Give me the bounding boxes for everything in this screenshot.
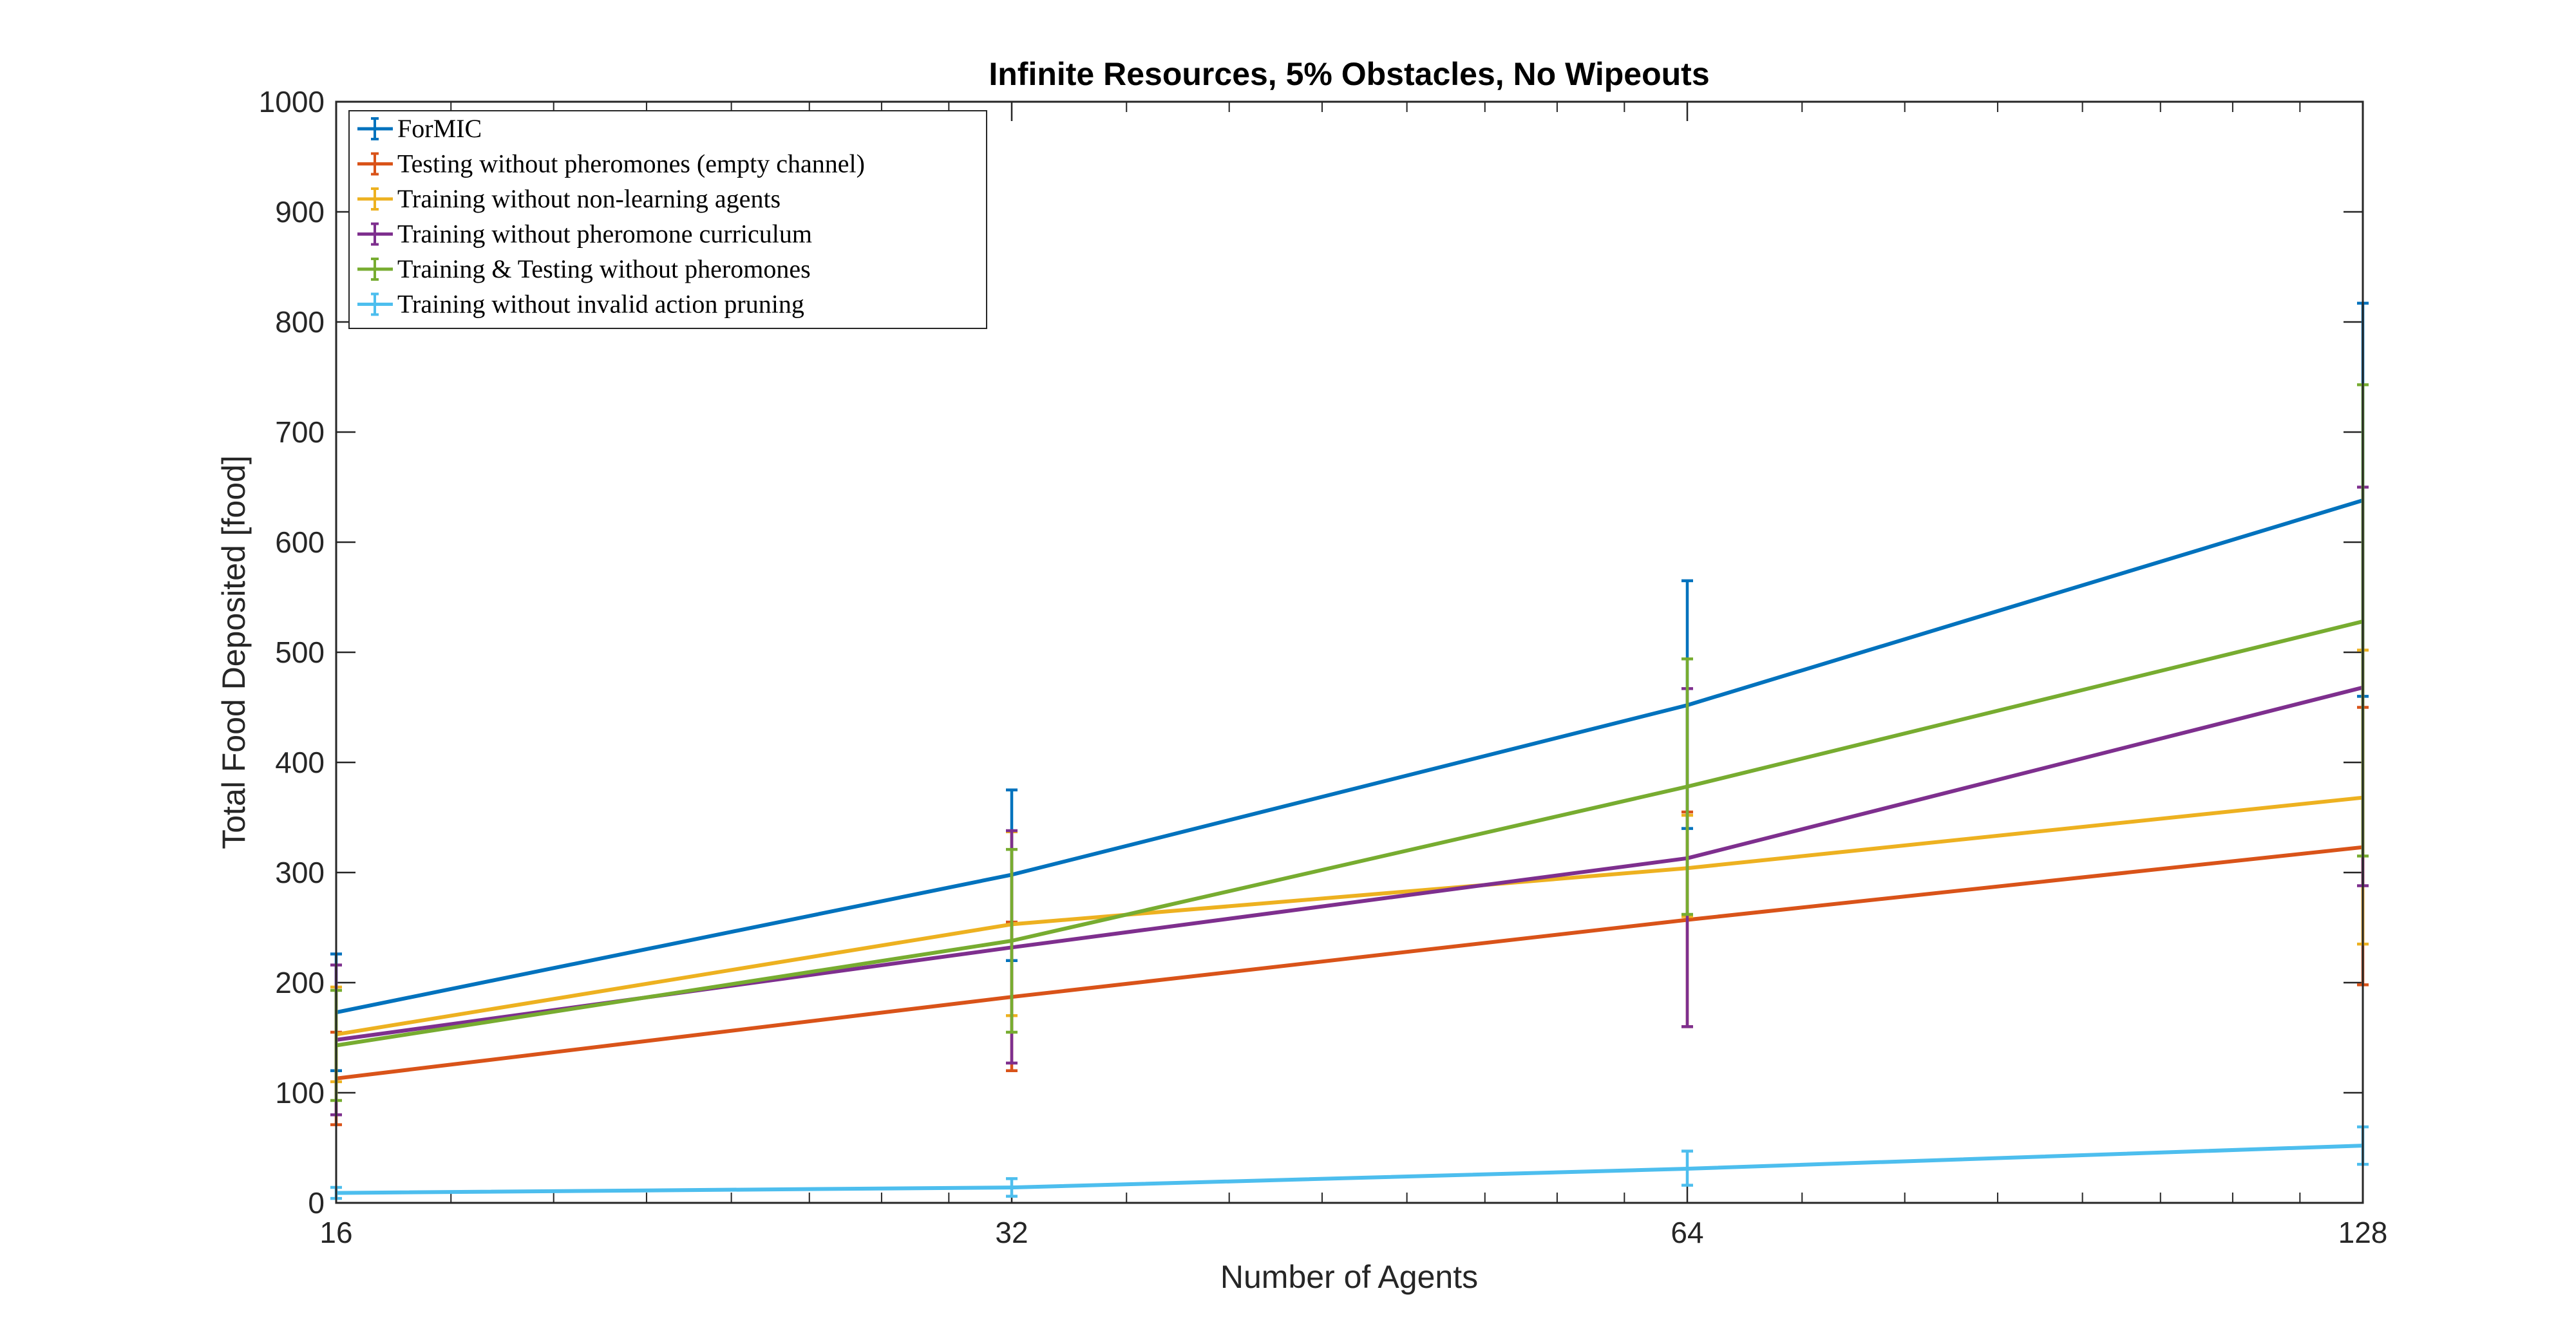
y-tick-label: 400 [275,746,325,779]
x-tick-label: 128 [2338,1216,2388,1249]
series-line-2 [336,845,2363,1081]
series-line-3 [336,795,2363,1037]
x-tick-label: 32 [995,1216,1028,1249]
x-axis-label: Number of Agents [1220,1259,1478,1295]
y-axis-ticks: 0 100 200 300 400 500 600 700 800 900 1000 [259,85,2363,1220]
y-tick-label: 300 [275,856,325,889]
y-tick-label: 800 [275,305,325,339]
plot-frame [335,100,2364,1204]
legend-label: Training & Testing without pheromones [397,254,811,283]
y-axis-label: Total Food Deposited [food] [216,455,252,849]
y-tick-label: 600 [275,525,325,559]
series-line-5 [336,619,2363,1048]
legend-box [348,110,987,329]
legend: ForMIC Testing without pheromones (empty … [348,110,987,329]
legend-label: Testing without pheromones (empty channe… [397,149,865,178]
chart-title: Infinite Resources, 5% Obstacles, No Wip… [989,56,1709,92]
y-tick-label: 700 [275,415,325,449]
series-line-1 [336,498,2363,1015]
x-tick-label: 64 [1671,1216,1703,1249]
y-tick-label: 100 [275,1076,325,1109]
legend-label: ForMIC [397,114,482,143]
x-tick-label: 16 [319,1216,352,1249]
y-tick-label: 900 [275,195,325,229]
y-tick-label: 500 [275,636,325,669]
legend-label: Training without pheromone curriculum [397,220,812,249]
series-line-6 [336,1144,2363,1195]
legend-label: Training without non-learning agents [397,184,781,213]
legend-label: Training without invalid action pruning [397,290,804,319]
y-tick-label: 1000 [259,85,325,118]
y-tick-label: 0 [308,1186,325,1220]
y-tick-label: 200 [275,966,325,999]
